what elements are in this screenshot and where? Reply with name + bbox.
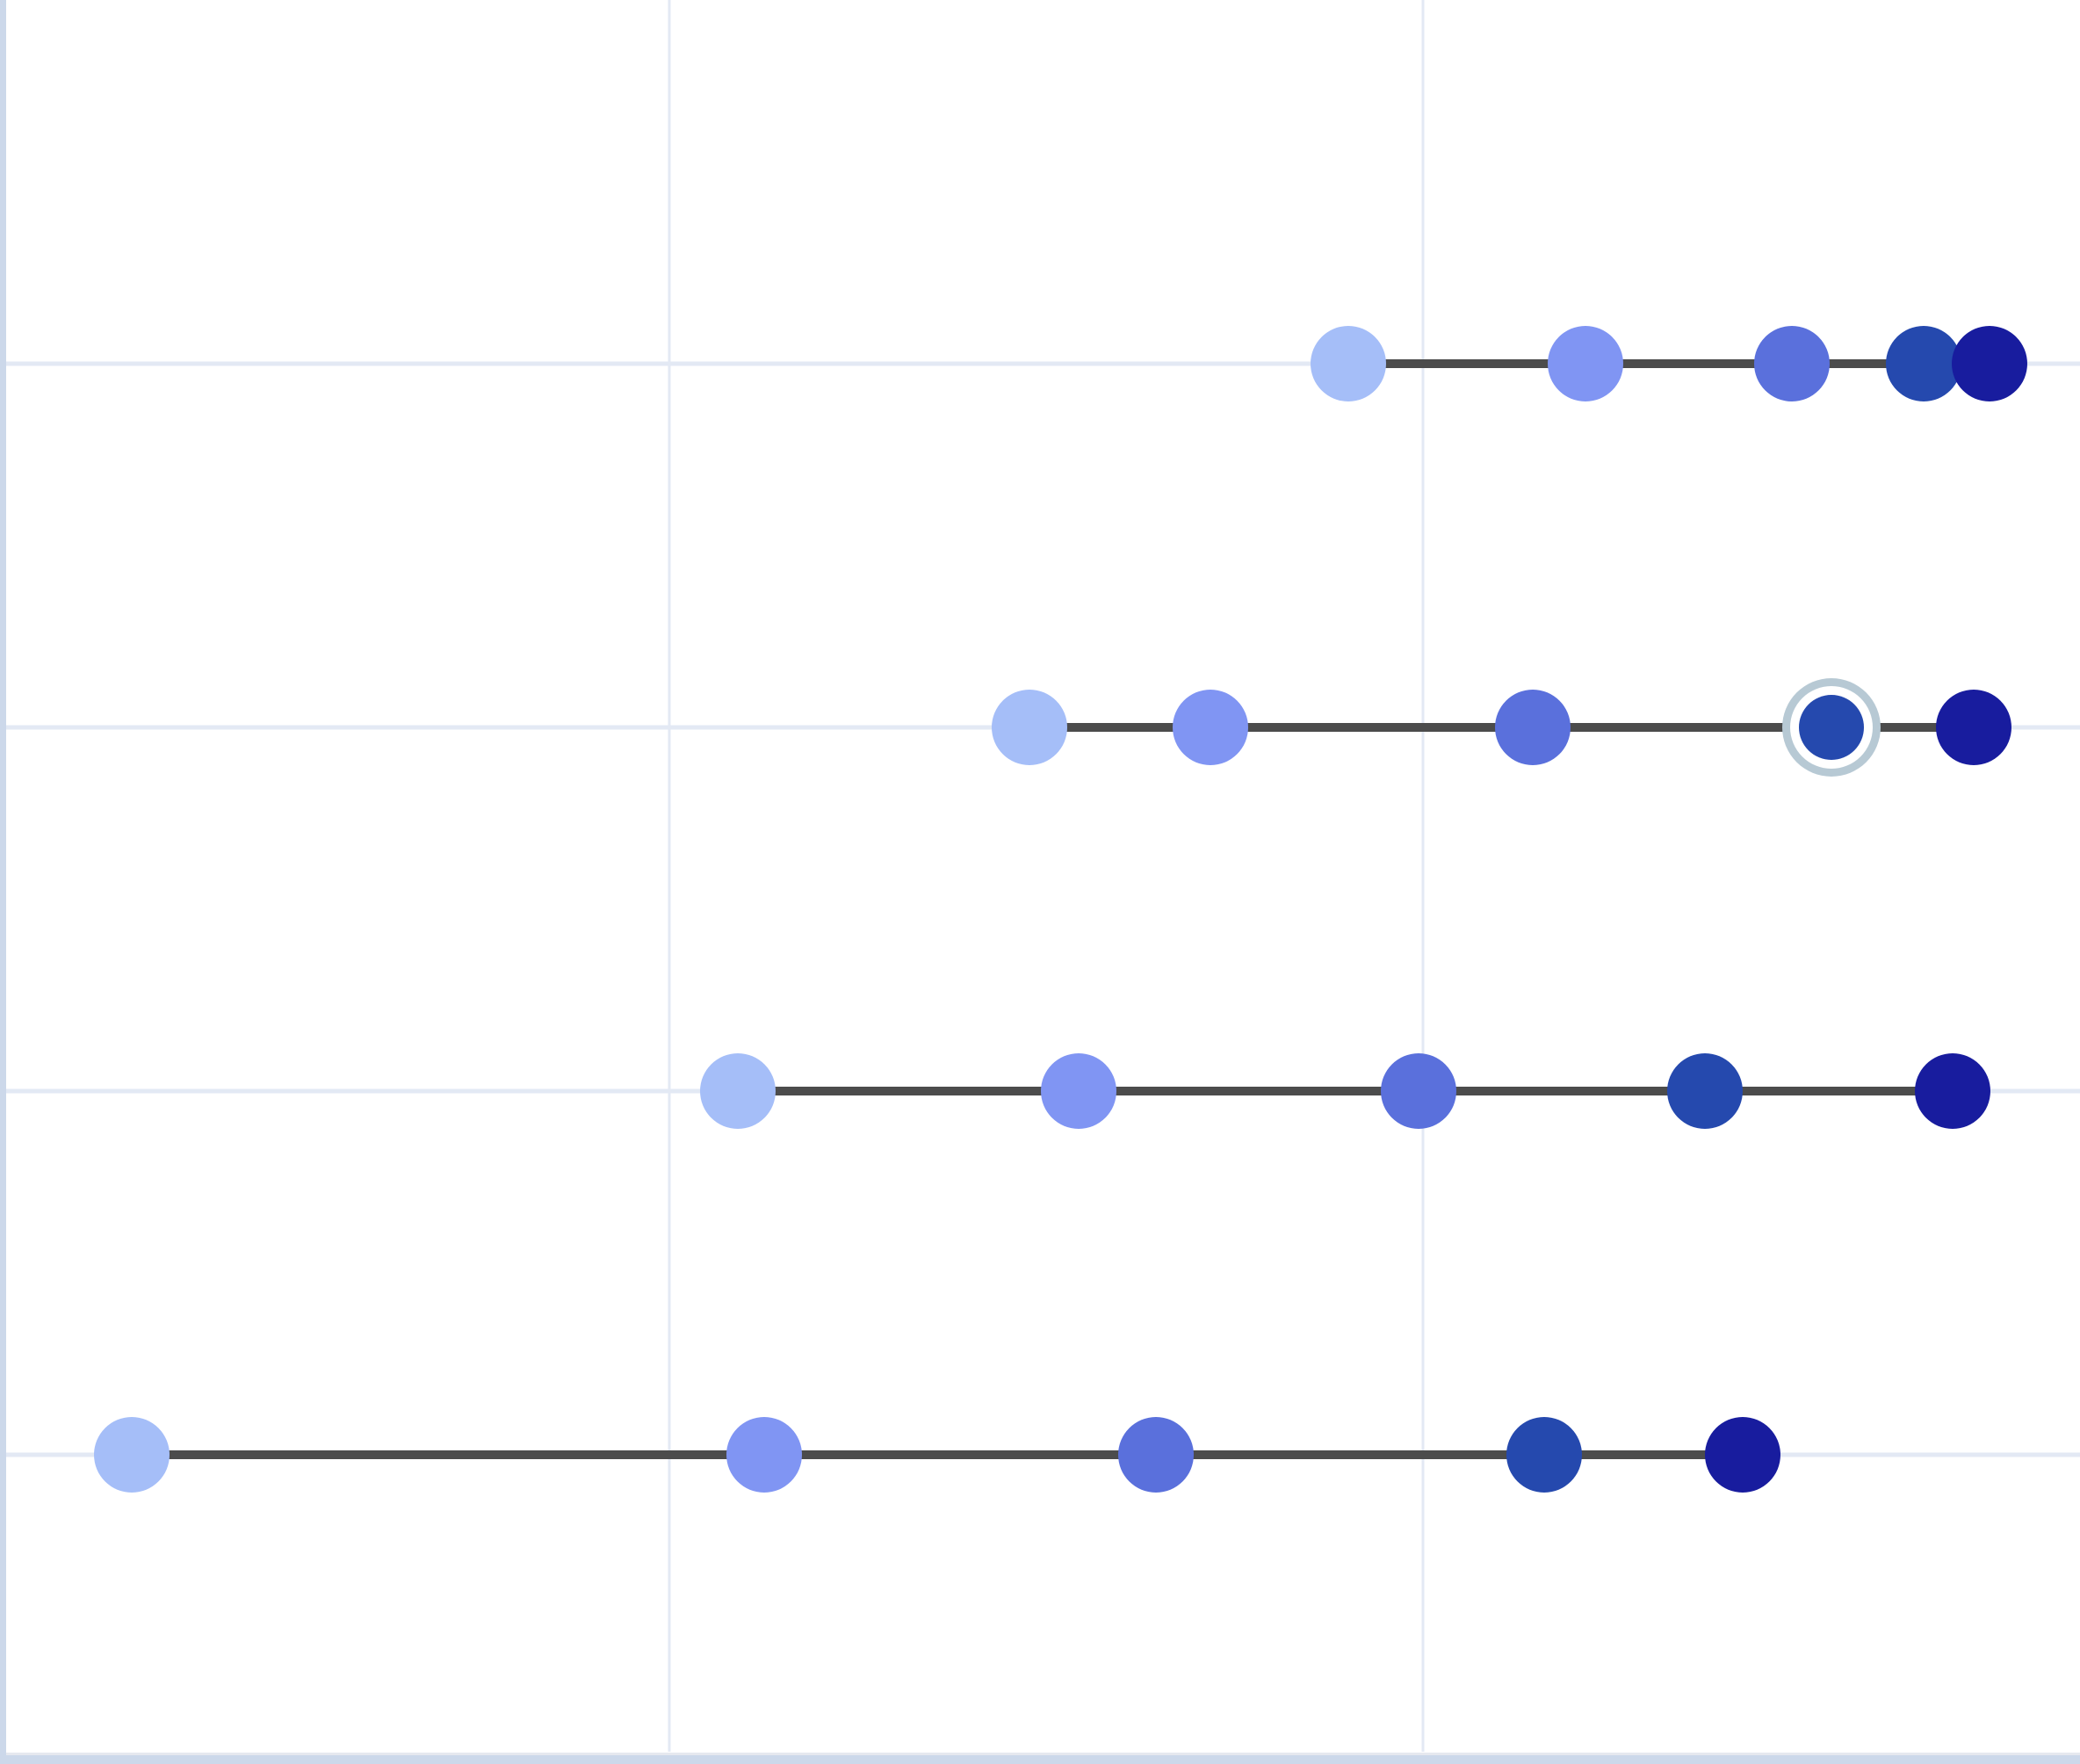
data-point[interactable] <box>1495 690 1571 765</box>
data-point[interactable] <box>1915 1053 1990 1129</box>
bottom-frame-border <box>0 1755 2080 1764</box>
data-point[interactable] <box>1311 326 1386 401</box>
data-point[interactable] <box>1173 690 1248 765</box>
data-point[interactable] <box>1705 1417 1780 1493</box>
data-point[interactable] <box>1667 1053 1743 1129</box>
data-point[interactable] <box>1548 326 1623 401</box>
data-point[interactable] <box>1118 1417 1194 1493</box>
data-point[interactable] <box>1381 1053 1456 1129</box>
data-point[interactable] <box>992 690 1067 765</box>
data-point[interactable] <box>1952 326 2027 401</box>
data-point[interactable] <box>1506 1417 1582 1493</box>
data-point[interactable] <box>1754 326 1830 401</box>
data-point-highlighted[interactable] <box>1799 695 1864 760</box>
data-point[interactable] <box>1041 1053 1116 1129</box>
data-point[interactable] <box>700 1053 776 1129</box>
axis-baseline <box>6 1753 2080 1755</box>
data-point[interactable] <box>1886 326 1961 401</box>
data-point[interactable] <box>1936 690 2011 765</box>
left-frame-border <box>0 0 6 1764</box>
data-point[interactable] <box>94 1417 170 1493</box>
data-point[interactable] <box>726 1417 802 1493</box>
